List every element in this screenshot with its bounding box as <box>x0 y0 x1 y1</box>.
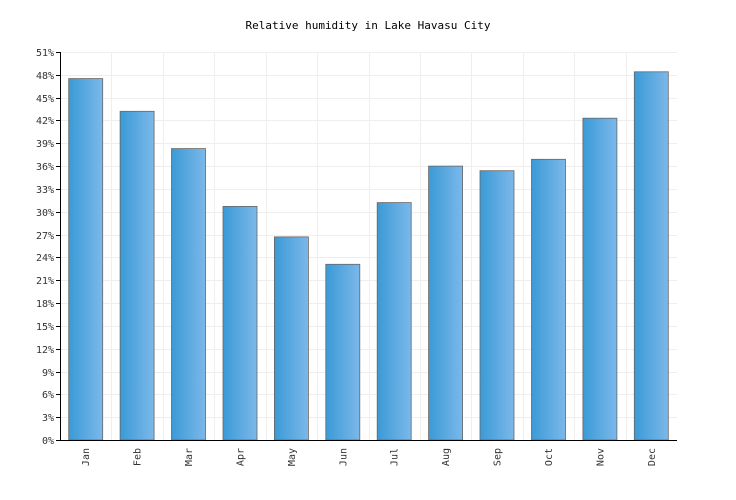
bar-oct <box>531 158 566 441</box>
y-tick-label: 0% <box>42 436 54 447</box>
y-tick-label: 42% <box>36 116 54 127</box>
bar-jul <box>376 202 412 441</box>
y-tick-label: 21% <box>36 276 54 287</box>
x-tick-label: Apr <box>235 448 246 466</box>
x-tick-label: Dec <box>647 448 658 466</box>
chart-title: Relative humidity in Lake Havasu City <box>245 19 491 32</box>
bar-dec <box>633 71 669 441</box>
bar-jan <box>68 78 104 441</box>
bar-feb <box>119 110 155 441</box>
y-tick-label: 15% <box>36 322 54 333</box>
y-tick-label: 36% <box>36 162 54 173</box>
y-tick-label: 48% <box>36 71 54 82</box>
bar-jun <box>325 263 361 441</box>
y-tick-label: 24% <box>36 253 54 264</box>
bar-aug <box>428 165 464 441</box>
x-tick-label: Nov <box>595 448 606 466</box>
x-tick-label: Aug <box>441 448 452 466</box>
grid-lines <box>60 52 677 440</box>
x-tick-label: Jun <box>338 448 349 466</box>
bar-mar <box>171 148 206 441</box>
x-tick-label: Jan <box>81 448 92 466</box>
bar-may <box>273 236 309 441</box>
x-tick-label: Jul <box>390 448 401 466</box>
axes <box>56 52 677 441</box>
y-tick-label: 39% <box>36 139 54 150</box>
tick-labels: 0% 3% 6% 9% 12% 15% 18% 21% 24% 27% 30% 33% 36% 39% 42… <box>36 48 658 466</box>
y-tick-label: 3% <box>42 413 54 424</box>
y-tick-label: 18% <box>36 299 54 310</box>
x-tick-label: Mar <box>184 448 195 466</box>
y-tick-label: 51% <box>36 48 54 59</box>
y-tick-label: 45% <box>36 94 54 105</box>
y-tick-label: 27% <box>36 231 54 242</box>
bar-nov <box>582 117 618 441</box>
bar-sep <box>479 170 515 441</box>
x-tick-label: Sep <box>493 448 504 466</box>
x-tick-label: Feb <box>133 448 144 466</box>
x-tick-label: May <box>287 448 298 466</box>
y-tick-label: 33% <box>36 185 54 196</box>
bars <box>68 71 669 441</box>
y-tick-label: 30% <box>36 208 54 219</box>
y-tick-label: 9% <box>42 368 54 379</box>
bar-apr <box>222 205 258 441</box>
y-tick-label: 12% <box>36 345 54 356</box>
x-tick-label: Oct <box>544 448 555 466</box>
y-tick-label: 6% <box>42 390 54 401</box>
